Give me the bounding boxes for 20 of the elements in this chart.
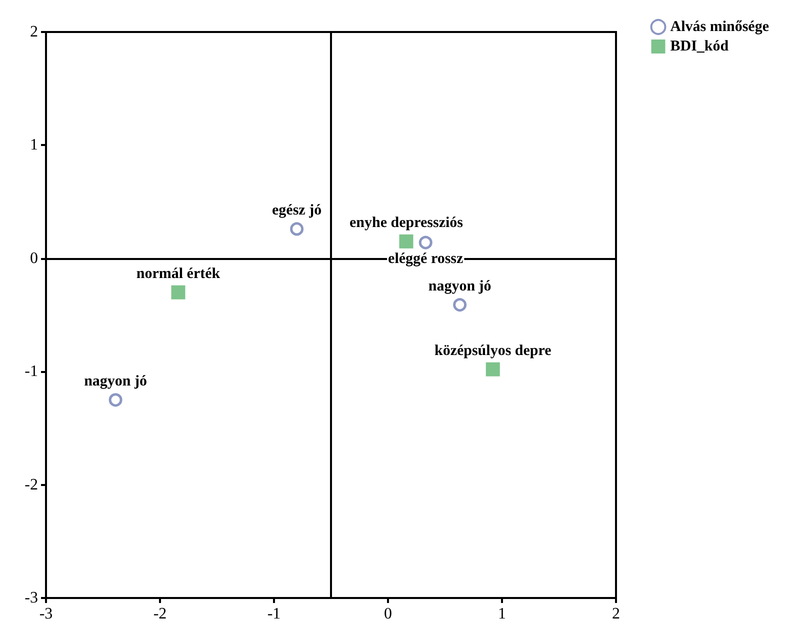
x-tick-label: -1 [267,606,281,622]
y-tick-label: -3 [24,590,38,606]
annotation: középsúlyos depre [434,342,552,359]
x-tick-label: 1 [498,606,506,622]
y-tick-label: -2 [24,476,38,494]
annotation: eléggé rossz [388,251,464,268]
x-tick-label: -2 [153,606,167,622]
y-tick-label: 0 [30,250,38,267]
x-tick-label: 0 [384,606,392,622]
x-tick-label: 2 [612,606,620,622]
y-tick-label: -1 [24,363,38,380]
annotation: normál érték [136,266,221,282]
y-tick-label: 2 [30,24,38,40]
legend-label: Alvás minősége [670,19,770,35]
legend-label: BDI_kód [670,38,730,54]
annotation: nagyon jó [84,373,148,390]
annotation: egész jó [272,202,322,218]
annotation: nagyon jó [428,278,492,294]
y-tick-label: 1 [30,136,38,154]
annotation: enyhe depressziós [350,214,464,231]
